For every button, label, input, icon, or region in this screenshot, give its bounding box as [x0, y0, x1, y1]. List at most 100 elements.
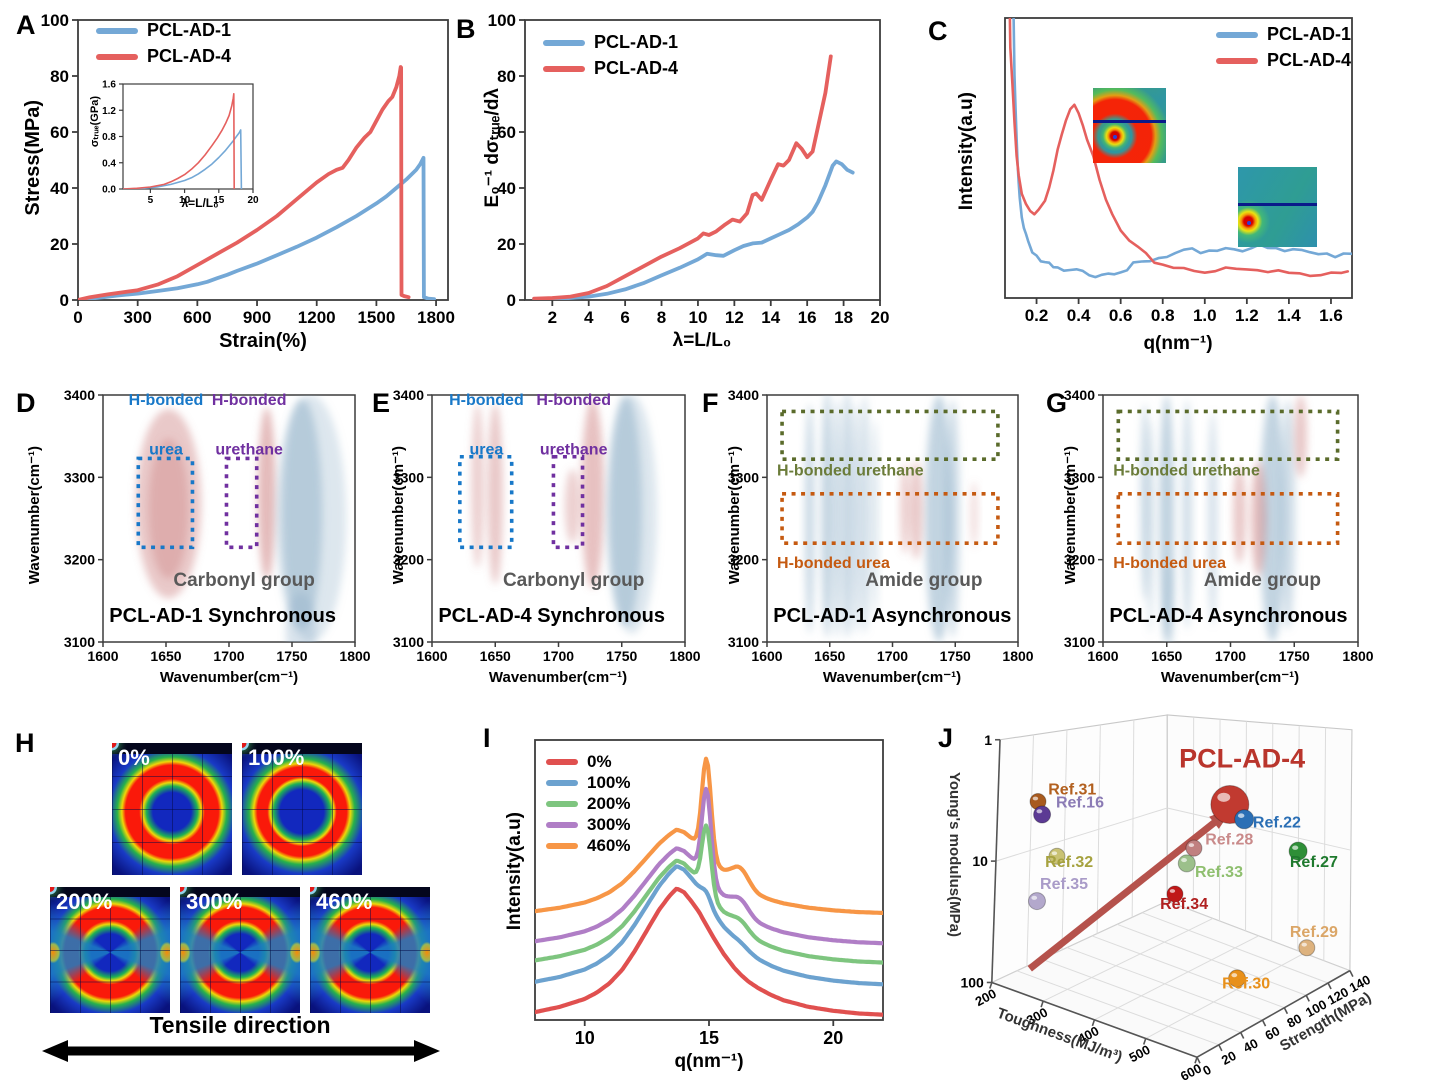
- panel-a-chart: 0 300 600 900 1200 1500 1800 0 20 40 60 80 100: [41, 11, 455, 327]
- x-tick-label: 1750: [1279, 648, 1310, 664]
- x-tick-label: 600: [183, 308, 211, 327]
- y-tick-label: 3300: [64, 469, 95, 485]
- x-tick-label: 14: [761, 308, 780, 327]
- x-tick-label: 0.4: [1067, 306, 1091, 325]
- negative-correlation-blob: [851, 403, 862, 634]
- legend-swatch: [1216, 31, 1258, 38]
- point-label-Ref-33: Ref.33: [1195, 864, 1243, 881]
- data-point-Ref-33: [1177, 854, 1196, 873]
- panel-a-letter: A: [16, 10, 36, 40]
- strength-tick: [1261, 1019, 1267, 1027]
- strength-tick: [1218, 1044, 1223, 1052]
- floor-grid: [1094, 935, 1259, 1021]
- legend-label: PCL-AD-4: [1267, 50, 1351, 70]
- legend-swatch: [546, 801, 578, 807]
- y-tick-label: 80: [497, 67, 516, 86]
- x-tick-label: 20: [823, 1028, 843, 1048]
- x-tick-label: 1650: [814, 648, 845, 664]
- curve-PCL-AD-1: [78, 155, 436, 300]
- x-tick-label: 15: [699, 1028, 719, 1048]
- panel-c-ylabel: Intensity(a.u): [956, 92, 977, 211]
- beam-center-dot: [242, 743, 247, 748]
- legend-label: PCL-AD-4: [594, 58, 678, 78]
- y-tick-label: 20: [50, 235, 69, 254]
- negative-correlation-blob: [945, 399, 961, 638]
- point-label-Ref-32: Ref.32: [1045, 854, 1093, 871]
- positive-correlation-blob: [970, 481, 978, 548]
- beamstop-bar: [242, 743, 362, 754]
- panel-d-ylabel: Wavenumber(cm⁻¹): [26, 446, 43, 585]
- panel-g-chart: 1600 1650 1700 1750 1800 3100 3200 3300 3400 H-bo…: [1064, 387, 1374, 664]
- toughness-tick-label: 500: [1127, 1042, 1153, 1065]
- x-tick-label: 1800: [669, 648, 700, 664]
- panel-c-letter: C: [928, 16, 948, 46]
- panel-a-inset-xlabel: λ=L/L₀: [181, 196, 219, 210]
- x-tick-label: 2: [548, 308, 557, 327]
- legend-label: 200%: [587, 794, 631, 813]
- toughness-tick: [1040, 1000, 1044, 1008]
- y-tick-label: 3300: [393, 469, 424, 485]
- annotation-box: [551, 454, 585, 550]
- annotation-text: PCL-AD-4 Synchronous: [438, 605, 665, 627]
- x-tick-label: 15: [213, 195, 225, 206]
- sphere-highlight: [1188, 843, 1195, 848]
- x-tick-label: 20: [247, 195, 259, 206]
- saxs-inset-pcl-ad-1: [1238, 167, 1317, 247]
- panel-c-xlabel: q(nm⁻¹): [1143, 333, 1213, 354]
- data-point-Ref-22: [1234, 809, 1255, 830]
- annotation-text: PCL-AD-1 Asynchronous: [773, 605, 1011, 627]
- panel-e-ylabel: Wavenumber(cm⁻¹): [390, 446, 407, 585]
- wall-grid: [995, 807, 1168, 862]
- panel-b-letter: B: [456, 14, 476, 44]
- point-label-Ref-16: Ref.16: [1056, 794, 1104, 811]
- panel-f-xlabel: Wavenumber(cm⁻¹): [822, 669, 962, 686]
- negative-correlation-blob: [285, 592, 316, 642]
- y-tick-label: 80: [50, 67, 69, 86]
- annotation-text: PCL-AD-1 Synchronous: [109, 605, 336, 627]
- legend-item: PCL-AD-1: [1216, 24, 1351, 45]
- y-tick-label: 3100: [64, 634, 95, 650]
- data-point-Ref-28: [1185, 839, 1203, 857]
- sphere-highlight: [1231, 973, 1238, 978]
- beamstop-bar: [50, 887, 170, 898]
- panel-j-letter: J: [938, 723, 954, 753]
- strain-label: 100%: [248, 745, 305, 770]
- sphere-highlight: [1301, 942, 1307, 947]
- panel-b-legend: PCL-AD-1 PCL-AD-4: [543, 32, 678, 79]
- contour-blobs: [1139, 395, 1307, 642]
- sphere-highlight: [1237, 813, 1245, 818]
- x-tick-label: 1.0: [1193, 306, 1217, 325]
- waxs-pattern-0pct: 0%: [112, 743, 232, 875]
- toughness-tick-label: 600: [1178, 1061, 1204, 1082]
- annotation-text: urethane: [540, 442, 608, 459]
- panel-i-letter: I: [483, 723, 491, 753]
- x-tick-label: 10: [575, 1028, 595, 1048]
- y-tick-label: 0: [507, 291, 516, 310]
- floor-grid: [1042, 918, 1214, 1002]
- legend-swatch: [96, 53, 138, 60]
- x-tick-label: 300: [123, 308, 151, 327]
- positive-correlation-blob: [581, 399, 605, 589]
- panel-c-legend: PCL-AD-1 PCL-AD-4: [1216, 24, 1351, 71]
- x-tick-label: 1650: [1151, 648, 1182, 664]
- panel-e-xlabel: Wavenumber(cm⁻¹): [488, 669, 628, 686]
- y-tick-label: 0.8: [102, 132, 116, 143]
- beam-center-dot: [180, 887, 185, 892]
- annotation-text: Amide group: [865, 570, 982, 591]
- negative-correlation-blob: [1146, 419, 1154, 634]
- annotation-text: H-bonded urea: [777, 555, 890, 572]
- beamstop-bar: [180, 887, 300, 898]
- curve-PCL-AD-4: [1008, 18, 1350, 278]
- panel-a-xlabel: Strain(%): [219, 330, 307, 352]
- x-tick-label: 1700: [1215, 648, 1246, 664]
- y-tick-label: 40: [497, 179, 516, 198]
- floor-grid: [1041, 958, 1241, 1033]
- y-tick-label: 3200: [1064, 552, 1095, 568]
- y-tick-label: 3400: [64, 387, 95, 403]
- strain-label: 460%: [316, 889, 373, 914]
- y-tick-label: 3100: [728, 634, 759, 650]
- annotation-text: urea: [469, 442, 503, 459]
- y-tick-label: 3100: [393, 634, 424, 650]
- panel-a-inset-ylabel: σₜᵣᵤₑ(GPa): [89, 96, 101, 148]
- x-tick-label: 18: [834, 308, 853, 327]
